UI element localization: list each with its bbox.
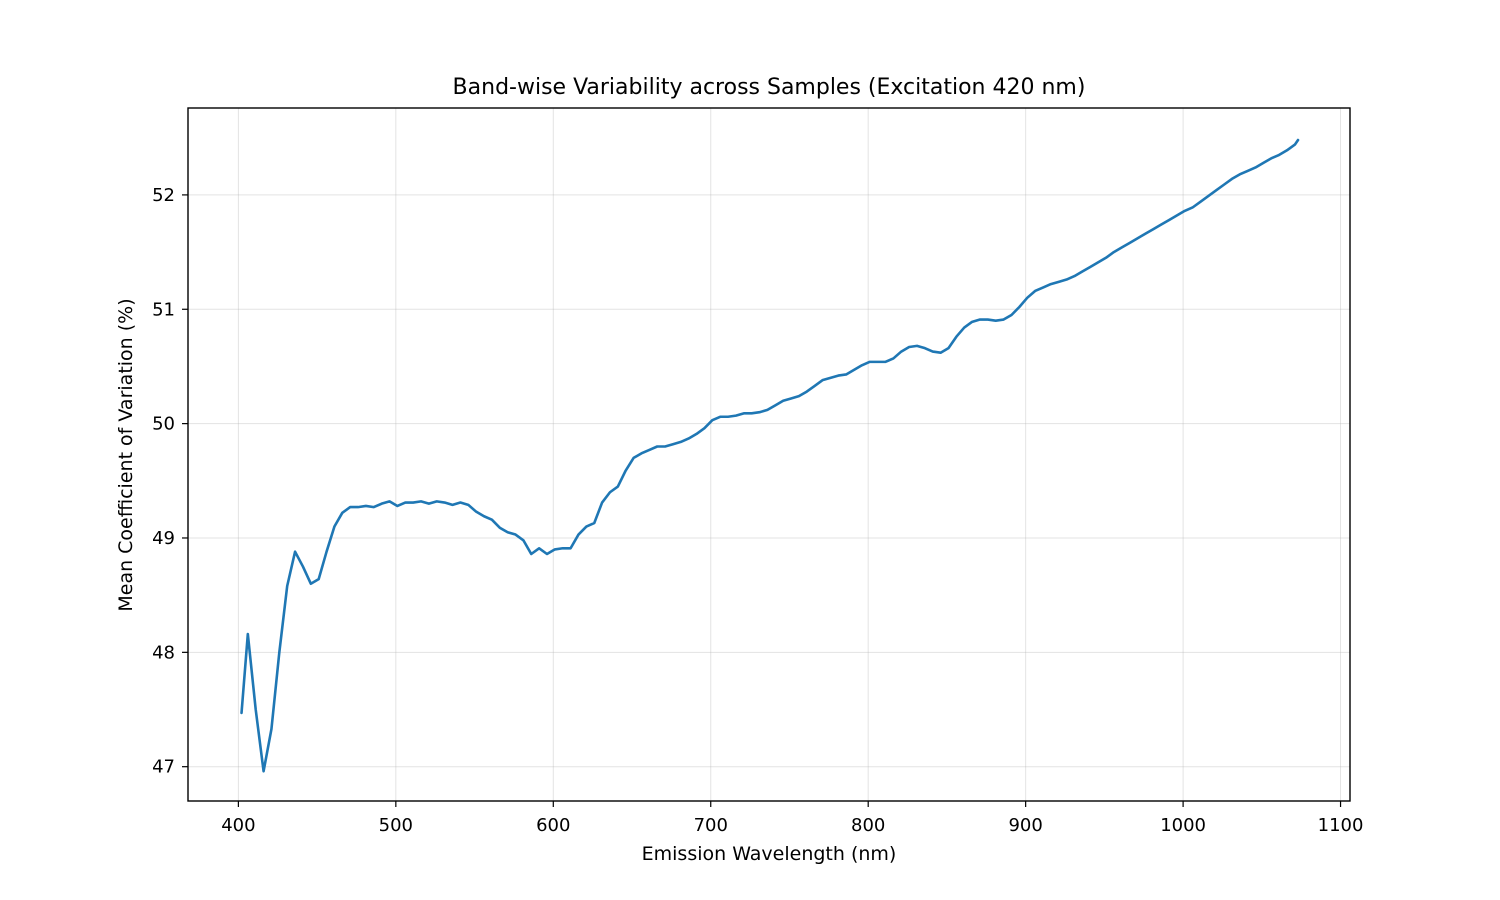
- ticks-layer: 400 500 600 700 800 900 1000 1100 47 48 49 50 51 52: [152, 185, 1363, 836]
- y-tick-label: 52: [152, 185, 175, 206]
- x-tick-label: 700: [694, 815, 728, 836]
- y-tick-label: 50: [152, 414, 175, 435]
- y-tick-label: 47: [152, 757, 175, 778]
- x-tick-label: 1000: [1160, 815, 1206, 836]
- y-tick-label: 49: [152, 528, 175, 549]
- x-tick-label: 400: [221, 815, 255, 836]
- y-tick-label: 48: [152, 642, 175, 663]
- x-tick-label: 1100: [1318, 815, 1364, 836]
- x-tick-label: 600: [536, 815, 570, 836]
- x-tick-label: 800: [851, 815, 885, 836]
- x-tick-label: 500: [379, 815, 413, 836]
- grid-layer: [188, 108, 1350, 801]
- x-axis-label: Emission Wavelength (nm): [642, 843, 897, 865]
- y-axis-label: Mean Coefficient of Variation (%): [115, 298, 137, 611]
- series-line: [240, 138, 1300, 773]
- chart-title: Band-wise Variability across Samples (Ex…: [453, 75, 1086, 100]
- y-tick-label: 51: [152, 299, 175, 320]
- series-layer: [240, 138, 1300, 773]
- plot-frame: [187, 107, 1351, 802]
- x-tick-label: 900: [1008, 815, 1042, 836]
